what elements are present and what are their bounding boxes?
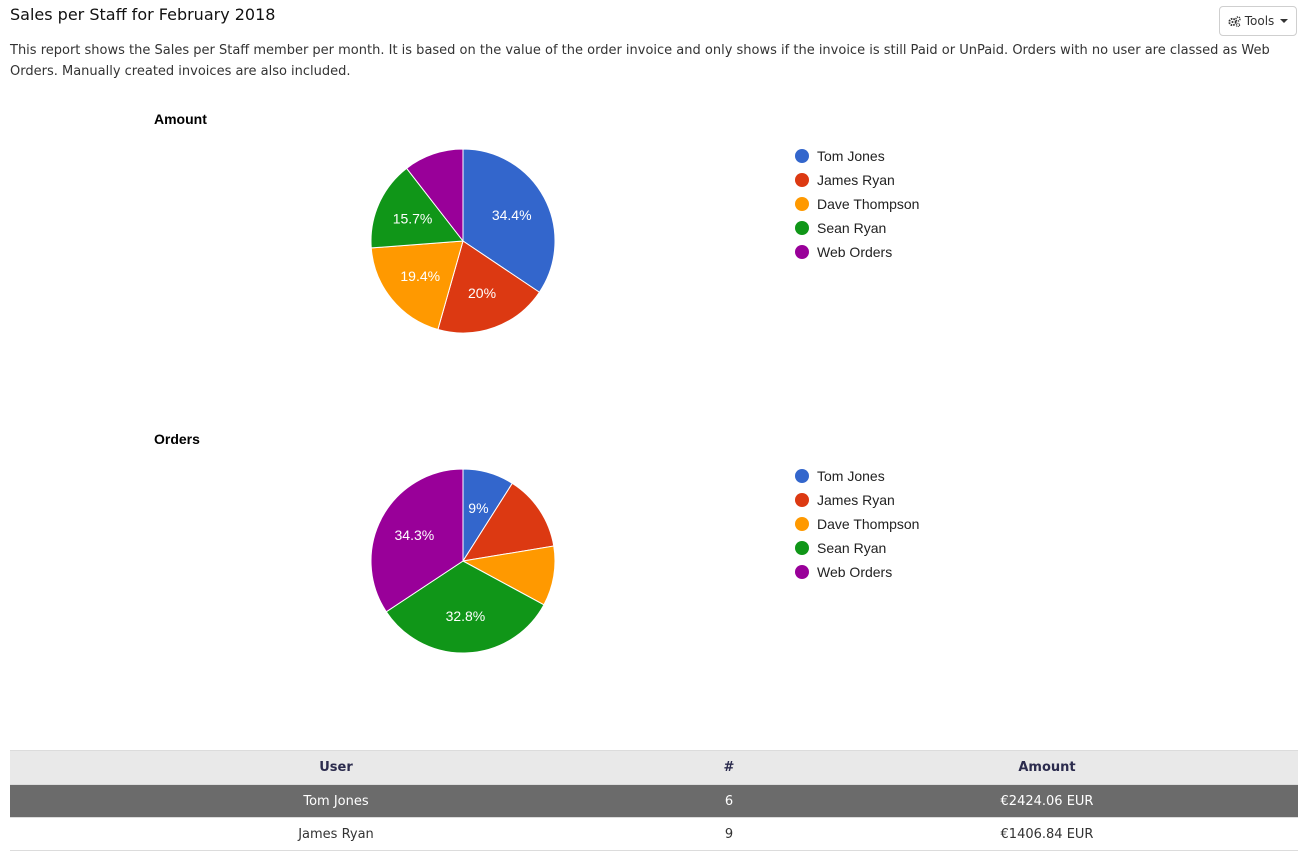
legend-label: Sean Ryan — [817, 540, 887, 556]
pie-slice-label: 15.7% — [393, 211, 433, 227]
legend-label: Web Orders — [817, 244, 893, 260]
cell-user: James Ryan — [10, 817, 662, 851]
pie-slice-sean-ryan[interactable] — [370, 167, 464, 249]
legend-swatch — [795, 469, 809, 483]
cell-amount: €2424.06 EUR — [796, 784, 1298, 818]
cell-user: Tom Jones — [10, 784, 662, 818]
legend-swatch — [795, 541, 809, 555]
pie-slice-web-orders[interactable] — [405, 148, 464, 243]
column-header-amount[interactable]: Amount — [796, 750, 1298, 785]
legend-item: Tom Jones — [795, 464, 919, 488]
pie-slice-label: 20% — [468, 285, 496, 301]
pie-slice-label: 9% — [468, 500, 488, 516]
legend-label: Dave Thompson — [817, 516, 920, 532]
pie-slice-label: 34.3% — [395, 527, 435, 543]
legend-item: Web Orders — [795, 560, 919, 584]
amount-legend: Tom Jones James Ryan Dave Thompson Sean … — [795, 144, 919, 264]
pie-slice-label: 34.4% — [492, 207, 532, 223]
legend-label: Tom Jones — [817, 468, 885, 484]
legend-swatch — [795, 221, 809, 235]
legend-label: James Ryan — [817, 492, 895, 508]
amount-pie: 34.4% 20% 19.4% 15.7% — [370, 148, 556, 334]
legend-label: James Ryan — [817, 172, 895, 188]
page-title: Sales per Staff for February 2018 — [10, 5, 276, 24]
legend-swatch — [795, 565, 809, 579]
legend-item: Sean Ryan — [795, 216, 919, 240]
chart-title-amount: Amount — [154, 111, 207, 127]
gears-icon — [1228, 15, 1241, 27]
legend-item: Dave Thompson — [795, 512, 919, 536]
report-description: This report shows the Sales per Staff me… — [10, 43, 1270, 79]
table-row[interactable]: James Ryan 9 €1406.84 EUR — [10, 817, 1298, 851]
legend-item: James Ryan — [795, 168, 919, 192]
legend-swatch — [795, 149, 809, 163]
tools-button[interactable]: Tools — [1219, 6, 1297, 36]
legend-swatch — [795, 493, 809, 507]
legend-swatch — [795, 245, 809, 259]
legend-item: Web Orders — [795, 240, 919, 264]
pie-slice-sean-ryan[interactable] — [385, 560, 545, 654]
sales-table: User # Amount Tom Jones 6 €2424.06 EUR J… — [10, 750, 1298, 851]
orders-legend: Tom Jones James Ryan Dave Thompson Sean … — [795, 464, 919, 584]
cell-count: 6 — [662, 784, 796, 818]
legend-label: Web Orders — [817, 564, 893, 580]
pie-slice-web-orders[interactable] — [370, 468, 464, 613]
pie-slice-james-ryan[interactable] — [461, 482, 555, 562]
legend-swatch — [795, 173, 809, 187]
legend-label: Sean Ryan — [817, 220, 887, 236]
orders-pie: 9% 32.8% 34.3% — [370, 468, 556, 654]
tools-label: Tools — [1244, 14, 1275, 28]
legend-swatch — [795, 197, 809, 211]
column-header-count[interactable]: # — [662, 750, 796, 785]
caret-down-icon — [1280, 19, 1289, 23]
legend-item: Sean Ryan — [795, 536, 919, 560]
column-header-user[interactable]: User — [10, 750, 662, 785]
table-header-row: User # Amount — [10, 750, 1298, 785]
legend-item: James Ryan — [795, 488, 919, 512]
pie-slice-tom-jones[interactable] — [462, 148, 556, 293]
cell-amount: €1406.84 EUR — [796, 817, 1298, 851]
pie-slice-dave-thompson[interactable] — [370, 240, 464, 331]
cell-count: 9 — [662, 817, 796, 851]
legend-item: Tom Jones — [795, 144, 919, 168]
pie-slice-james-ryan[interactable] — [437, 240, 541, 334]
pie-slice-label: 32.8% — [446, 608, 486, 624]
legend-label: Dave Thompson — [817, 196, 920, 212]
pie-slice-label: 19.4% — [400, 268, 440, 284]
legend-label: Tom Jones — [817, 148, 885, 164]
legend-swatch — [795, 517, 809, 531]
chart-title-orders: Orders — [154, 431, 200, 447]
legend-item: Dave Thompson — [795, 192, 919, 216]
table-row[interactable]: Tom Jones 6 €2424.06 EUR — [10, 784, 1298, 818]
